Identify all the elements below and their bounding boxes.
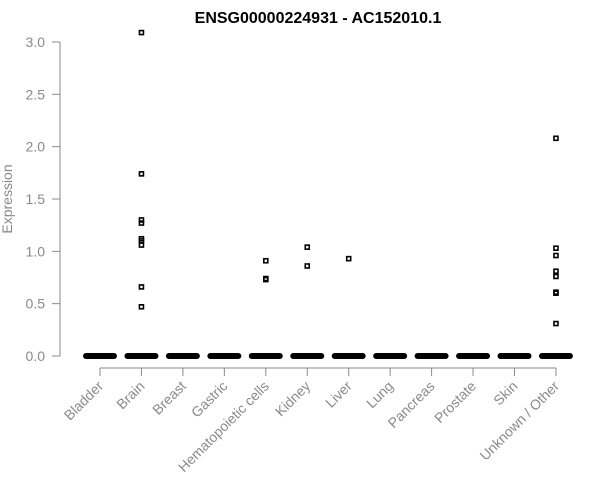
chart-title: ENSG00000224931 - AC152010.1 [195, 10, 442, 27]
series-pancreas [414, 353, 449, 359]
y-tick-label: 2.0 [26, 139, 46, 155]
x-tick-label: Prostate [431, 378, 479, 426]
data-point [553, 252, 559, 259]
y-tick-label: 0.0 [26, 348, 46, 364]
data-point [304, 263, 311, 269]
data-point [553, 135, 559, 142]
x-tick-label: Skin [490, 378, 521, 409]
data-point [262, 257, 269, 264]
zero-cluster-points [456, 353, 491, 359]
series-skin [497, 353, 532, 359]
x-tick-label: Bladder [61, 378, 107, 424]
zero-cluster-points [373, 353, 408, 359]
y-tick-label: 3.0 [26, 34, 46, 50]
series-hematopoietic-cells [248, 257, 283, 359]
data-point [304, 244, 311, 250]
data-point [553, 245, 559, 251]
x-tick-label: Breast [149, 378, 189, 418]
series-breast [165, 353, 200, 359]
data-point [553, 290, 559, 297]
series-bladder [83, 353, 117, 359]
data-point [138, 220, 145, 226]
y-axis: 0.0 0.5 1.0 1.5 2.0 2.5 3.0 [26, 34, 61, 364]
data-point [345, 255, 352, 262]
series-liver [331, 255, 366, 359]
zero-cluster-points [497, 353, 532, 359]
x-tick-label: Unknown / Other [476, 378, 562, 464]
data-point [138, 217, 145, 223]
series-kidney [290, 244, 325, 359]
series-lung [373, 353, 408, 359]
data-point [553, 320, 559, 327]
series-prostate [456, 353, 491, 359]
zero-cluster-points [331, 353, 366, 359]
zero-cluster-points [165, 353, 200, 359]
data-point [262, 276, 269, 283]
y-tick-label: 1.0 [26, 243, 46, 259]
data-point [138, 171, 145, 177]
x-tick-label: Liver [322, 378, 355, 411]
data-points [83, 29, 573, 359]
data-point [138, 284, 145, 290]
zero-cluster-points [290, 353, 325, 359]
x-tick-label: Kidney [272, 378, 314, 420]
zero-cluster-points [248, 353, 283, 359]
series-brain [124, 29, 159, 359]
data-point [138, 29, 145, 36]
data-point [553, 273, 559, 280]
data-point [138, 242, 145, 248]
series-unknown-other [538, 135, 573, 359]
zero-cluster-points [124, 353, 159, 359]
y-tick-label: 1.5 [26, 191, 46, 207]
zero-cluster-points [414, 353, 449, 359]
series-gastric [207, 353, 242, 359]
zero-cluster-points [538, 353, 573, 359]
zero-cluster-points [83, 353, 117, 359]
zero-cluster-points [207, 353, 242, 359]
data-point [138, 304, 145, 310]
y-tick-label: 0.5 [26, 296, 46, 312]
x-tick-label: Brain [113, 378, 147, 412]
x-tick-label: Lung [363, 378, 396, 411]
data-point [553, 268, 559, 275]
y-axis-label: Expression [0, 164, 15, 233]
y-tick-label: 2.5 [26, 86, 46, 102]
